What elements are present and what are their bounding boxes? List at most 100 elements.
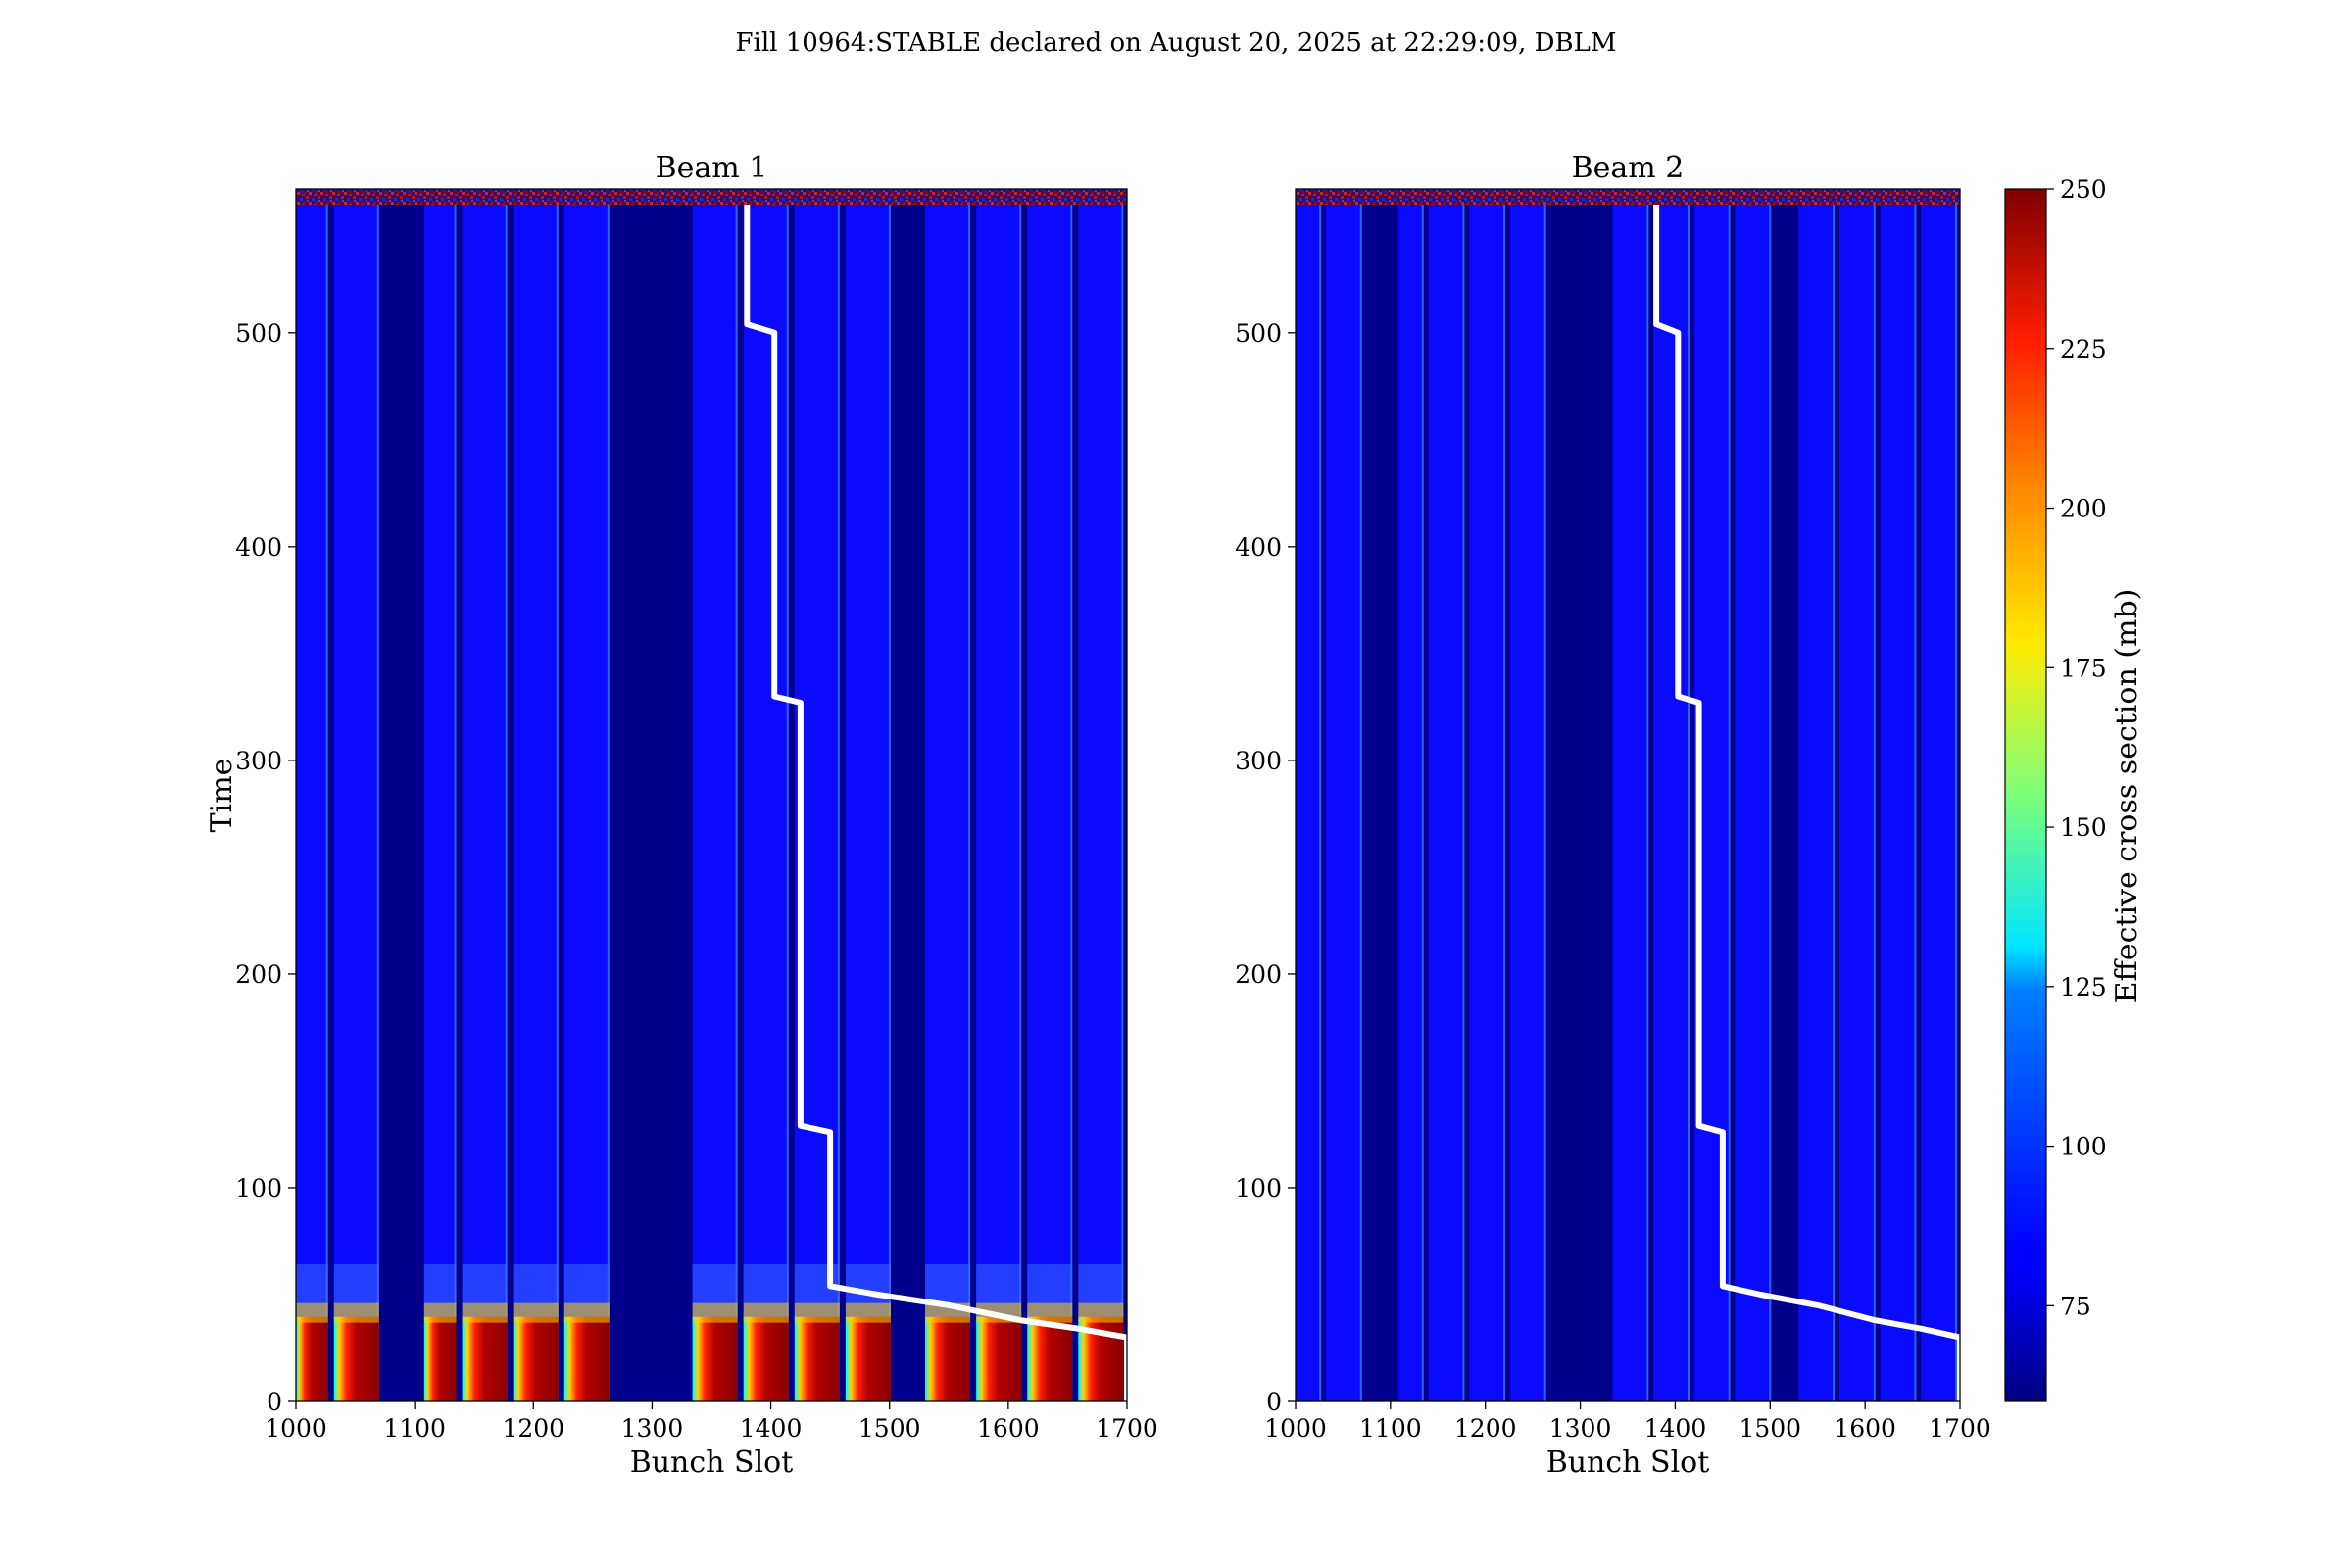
- early-high-region: [513, 1316, 559, 1401]
- bunch-train-edge: [1070, 205, 1073, 1401]
- x-tick-label: 1500: [858, 1414, 921, 1443]
- y-tick-label: 200: [235, 960, 282, 989]
- bunch-train-edge: [1687, 205, 1690, 1401]
- early-transition-band: [743, 1302, 789, 1323]
- y-tick-label: 0: [1266, 1388, 1282, 1416]
- bunch-train-edge: [1462, 205, 1465, 1401]
- y-tick-label: 300: [1235, 747, 1282, 775]
- x-tick-label: 1000: [1264, 1414, 1327, 1443]
- bunch-train-edge: [968, 205, 971, 1401]
- bunch-train-edge: [454, 205, 457, 1401]
- early-high-region: [692, 1316, 738, 1401]
- x-tick-label: 1700: [1096, 1414, 1158, 1443]
- bunch-train-7: [1612, 205, 1649, 1401]
- early-high-region: [925, 1316, 971, 1401]
- colorbar-label: Effective cross section (mb): [2110, 589, 2144, 1004]
- bunch-train-edge: [786, 205, 789, 1401]
- bunch-train-edge: [888, 205, 891, 1401]
- colorbar-tick-label: 75: [2060, 1292, 2091, 1320]
- x-tick-label: 1100: [383, 1414, 446, 1443]
- bunch-train-edge: [1833, 205, 1836, 1401]
- colorbar-tick-label: 125: [2060, 973, 2107, 1002]
- early-high-region: [462, 1316, 508, 1401]
- noise-strip: [296, 189, 1127, 205]
- early-transition-band: [1027, 1302, 1073, 1323]
- bunch-train-6: [564, 205, 610, 1401]
- figure-title: Fill 10964:STABLE declared on August 20,…: [735, 28, 1616, 58]
- early-transition-band: [333, 1302, 379, 1323]
- bunch-train-edge: [556, 205, 559, 1401]
- early-transition-band: [564, 1302, 610, 1323]
- bunch-train-4: [462, 205, 508, 1401]
- bunch-train-edge: [1646, 205, 1649, 1401]
- early-high-region: [743, 1316, 789, 1401]
- early-transition-band: [692, 1302, 738, 1323]
- noise-strip: [1296, 189, 1960, 205]
- bunch-train-4: [1428, 205, 1465, 1401]
- bunch-train-edge: [1873, 205, 1876, 1401]
- overlay-line: [744, 205, 1130, 1401]
- y-tick-label: 400: [1235, 533, 1282, 562]
- bunch-train-edge: [1914, 205, 1917, 1401]
- bunch-train-edge: [1728, 205, 1731, 1401]
- bunch-train-5: [513, 205, 559, 1401]
- early-high-region: [564, 1316, 610, 1401]
- bunch-train-5: [1469, 205, 1506, 1401]
- bunch-train-7: [692, 205, 738, 1401]
- bunch-train-3: [1397, 205, 1424, 1401]
- colorbar-tick-label: 150: [2060, 813, 2107, 842]
- early-transition-band: [513, 1302, 559, 1323]
- bunch-train-10: [845, 205, 891, 1401]
- colorbar-gradient: [2004, 188, 2047, 1402]
- bunch-train-2: [1325, 205, 1362, 1401]
- colorbar-tick-label: 250: [2060, 175, 2107, 204]
- early-transition-band: [794, 1302, 840, 1323]
- bunch-train-edge: [505, 205, 508, 1401]
- y-axis-label: Time: [205, 759, 239, 833]
- bunch-train-edge: [1544, 205, 1546, 1401]
- bunch-train-8: [743, 205, 789, 1401]
- bunch-train-1: [1296, 205, 1322, 1401]
- bunch-train-3: [423, 205, 457, 1401]
- y-tick-label: 300: [235, 747, 282, 775]
- x-tick-label: 1600: [1834, 1414, 1896, 1443]
- early-transition-band: [423, 1302, 457, 1323]
- bunch-train-13: [1027, 205, 1073, 1401]
- colorbar-tick-label: 175: [2060, 654, 2107, 682]
- bunch-train-6: [1509, 205, 1546, 1401]
- colorbar-tick-label: 100: [2060, 1133, 2107, 1161]
- y-tick-label: 500: [235, 319, 282, 348]
- bunch-train-11: [1798, 205, 1836, 1401]
- y-tick-label: 500: [1235, 319, 1282, 348]
- bunch-train-2: [333, 205, 379, 1401]
- bunch-train-edge: [607, 205, 610, 1401]
- colorbar: 75 100 125 150 175 200 225 250 Effective cross …: [2004, 175, 2144, 1402]
- bunch-train-edge: [1421, 205, 1424, 1401]
- axes-frame: [295, 188, 1128, 1402]
- panel-title: Beam 2: [1572, 151, 1685, 185]
- x-tick-label: 1100: [1359, 1414, 1422, 1443]
- bunch-train-edge: [1503, 205, 1506, 1401]
- bunch-train-1: [296, 205, 328, 1401]
- beam-1-panel: Beam 1 1000 1100 1200 1300 1400 1500 1600 1700 0 1…: [205, 151, 1158, 1480]
- early-high-region: [423, 1316, 457, 1401]
- early-transition-band: [1078, 1302, 1124, 1323]
- bunch-train-edge: [325, 205, 328, 1401]
- x-tick-label: 1200: [1454, 1414, 1517, 1443]
- bunch-train-edge: [735, 205, 738, 1401]
- bunch-train-11: [925, 205, 971, 1401]
- bunch-train-edge: [1955, 205, 1958, 1401]
- early-transition-band: [845, 1302, 891, 1323]
- bunch-train-edge: [1121, 205, 1124, 1401]
- x-tick-label: 1600: [977, 1414, 1040, 1443]
- bunch-train-12: [1838, 205, 1876, 1401]
- x-tick-label: 1300: [1549, 1414, 1612, 1443]
- x-tick-label: 1300: [621, 1414, 684, 1443]
- early-high-region: [1027, 1316, 1073, 1401]
- y-tick-label: 100: [1235, 1174, 1282, 1202]
- axes-frame: [1295, 188, 1961, 1402]
- x-tick-label: 1400: [740, 1414, 803, 1443]
- bunch-train-14: [1921, 205, 1958, 1401]
- bunch-train-edge: [376, 205, 379, 1401]
